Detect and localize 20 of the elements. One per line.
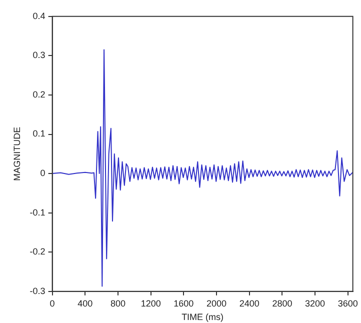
y-tick-label: -0.2: [30, 246, 46, 257]
x-tick-label: 1600: [174, 298, 194, 308]
y-tick-label: -0.1: [30, 207, 46, 218]
x-tick-label: 2800: [272, 298, 292, 308]
y-tick-label: 0.3: [32, 50, 46, 60]
x-tick-label: 800: [110, 298, 126, 308]
x-tick-label: 0: [50, 298, 55, 308]
x-tick-label: 2400: [239, 298, 260, 308]
x-tick-label: 1200: [140, 298, 161, 308]
x-axis-title: TIME (ms): [182, 312, 224, 322]
y-tick-label: 0.4: [32, 10, 46, 21]
x-tick-label: 3600: [338, 298, 358, 308]
y-tick-label: 0.2: [32, 89, 46, 100]
y-tick-label: 0.1: [32, 128, 46, 139]
x-tick-label: 3200: [305, 298, 326, 308]
y-axis-title: MAGNITUDE: [12, 126, 22, 181]
x-tick-label: 400: [78, 298, 93, 308]
y-tick-label: 0: [40, 168, 46, 178]
y-tick-label: -0.3: [30, 286, 46, 296]
x-tick-label: 2000: [206, 298, 227, 308]
